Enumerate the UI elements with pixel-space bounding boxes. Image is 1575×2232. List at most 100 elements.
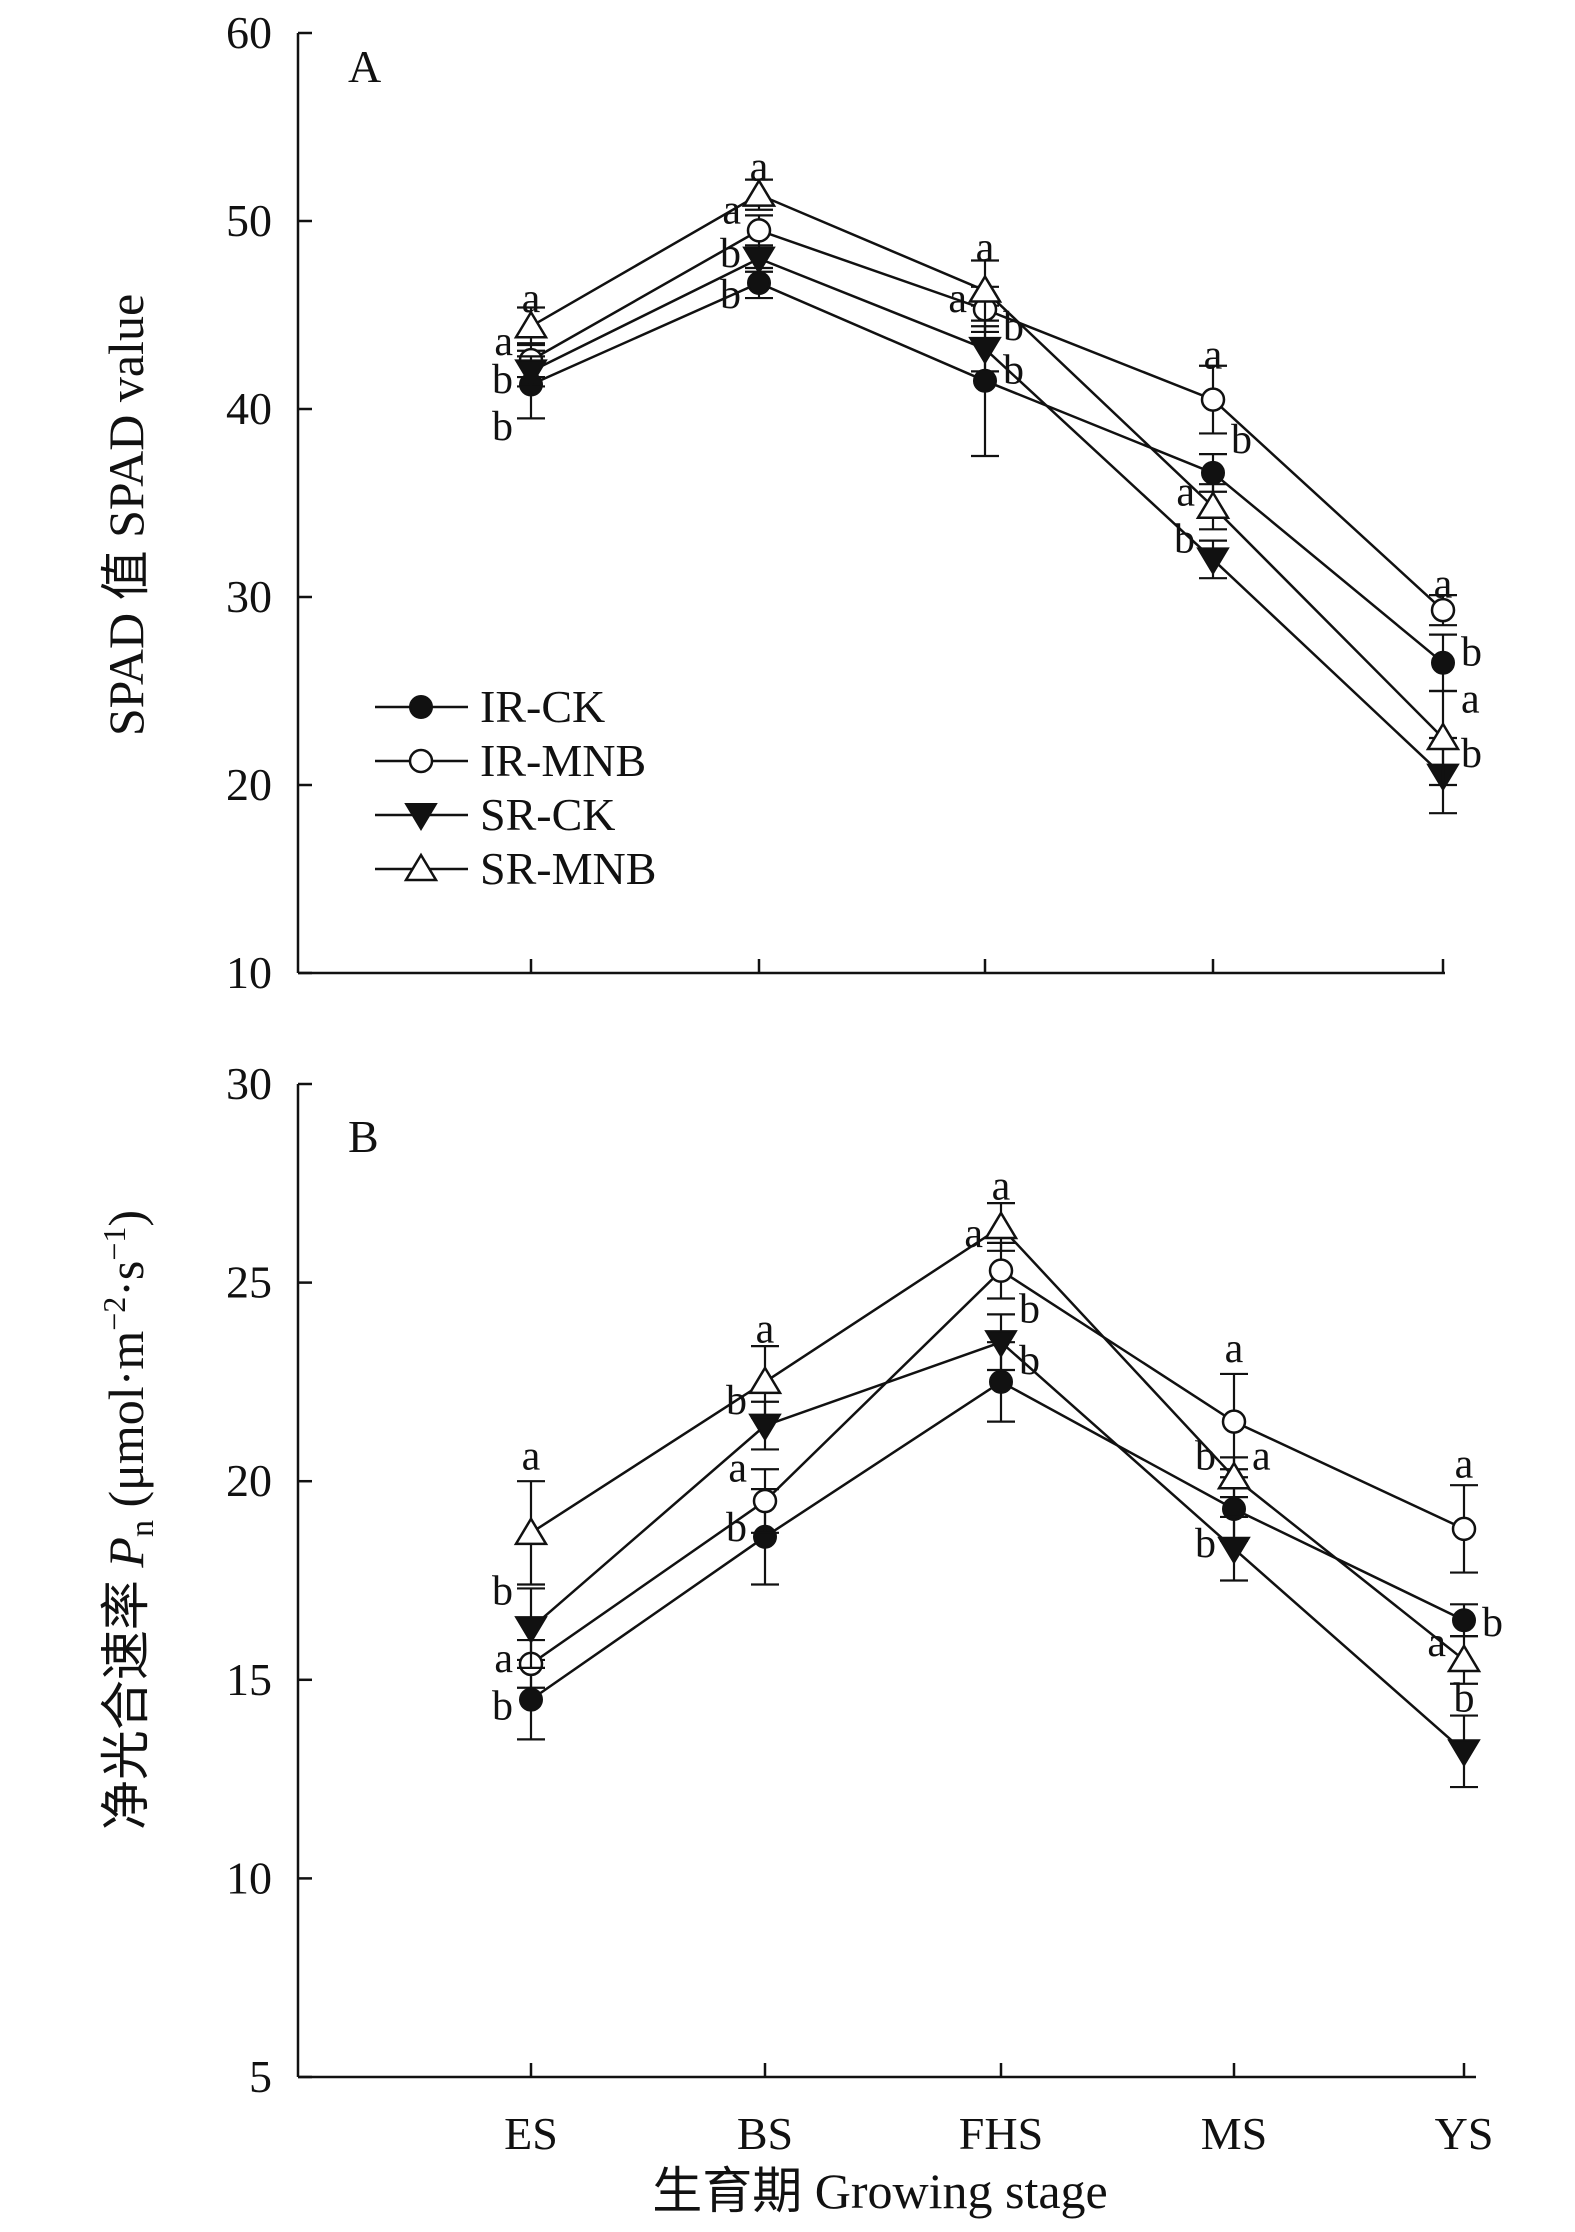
panel-b-series-line-sr-ck: [530, 1340, 1465, 1753]
panel-a-point-ir-ck: [973, 368, 997, 393]
panel-a-sig-letter: b: [720, 231, 741, 277]
panel-a-sig-letter: a: [948, 276, 967, 322]
panel-a-series-ir-mnb: [517, 214, 1457, 627]
panel-b-y-tick-label: 10: [226, 1852, 272, 1903]
panel-a-series-line-sr-mnb: [530, 193, 1444, 739]
panel-a-series-layer: [513, 178, 1461, 815]
panel-b-y-title-unit-pre: (μmol·m: [98, 1331, 154, 1520]
panel-a-y-tick-label: 10: [226, 947, 272, 998]
panel-a-point-sr-ck: [1196, 547, 1230, 576]
panel-a-label: A: [348, 41, 381, 92]
panel-a-y-axis-title: SPAD 值 SPAD value: [98, 294, 154, 736]
panel-b-point-sr-mnb: [513, 1516, 549, 1546]
panel-a-sig-letter: a: [1461, 676, 1480, 722]
legend-label: IR-MNB: [480, 735, 646, 786]
panel-a-series-sr-ck: [514, 244, 1460, 815]
x-tick-label-ys: YS: [1435, 2108, 1494, 2159]
legend-item-sr-mnb: SR-MNB: [375, 843, 656, 894]
panel-b-y-axis-title: 净光合速率 Pn (μmol·m−2·s−1): [96, 1210, 161, 1830]
panel-a-y-tick-label: 40: [226, 383, 272, 434]
panel-a-point-sr-mnb: [741, 178, 777, 207]
panel-b: B 净光合速率 Pn (μmol·m−2·s−1) 5 10 15 20 25 30 ES B…: [96, 1058, 1503, 2219]
panel-a-y-tick-label: 60: [226, 7, 272, 58]
panel-a-series-ir-ck: [517, 266, 1457, 693]
panel-b-point-ir-ck: [989, 1369, 1013, 1394]
panel-a-sig-letter: b: [1003, 304, 1024, 350]
panel-b-point-ir-mnb: [988, 1258, 1014, 1283]
panel-b-point-sr-mnb: [1446, 1643, 1482, 1673]
panel-a-y-tick-label: 20: [226, 759, 272, 810]
legend-marker-sr-mnb: [403, 852, 439, 882]
panel-a-point-ir-ck: [747, 271, 771, 296]
panel-b-series-sr-mnb: [513, 1202, 1482, 1685]
panel-b-series-line-sr-mnb: [530, 1225, 1465, 1661]
panel-b-series-ir-ck: [517, 1341, 1478, 1741]
legend-label: IR-CK: [480, 681, 605, 732]
panel-a-series-line-sr-ck: [530, 257, 1444, 777]
panel-b-sig-letter: b: [1019, 1286, 1040, 1332]
panel-a-sig-letter: a: [750, 144, 769, 190]
panel-b-point-sr-mnb: [747, 1365, 783, 1395]
panel-b-y-title-sub: n: [124, 1520, 161, 1537]
panel-a-point-sr-ck: [514, 359, 548, 388]
panel-a-sig-letter: b: [492, 404, 513, 450]
panel-b-y-tick-label: 30: [226, 1058, 272, 1109]
x-tick-label-ms: MS: [1201, 2108, 1267, 2159]
x-tick-label-es: ES: [504, 2108, 558, 2159]
legend-item-ir-ck: IR-CK: [375, 681, 605, 732]
legend-label: SR-MNB: [480, 843, 656, 894]
panel-b-sig-letter: b: [1195, 1433, 1216, 1479]
panel-b-sig-letter: b: [492, 1684, 513, 1730]
legend-marker-ir-ck: [409, 695, 433, 719]
panel-b-y-tick-label: 5: [249, 2051, 272, 2102]
x-tick-label-bs: BS: [737, 2108, 793, 2159]
x-tick-label-fhs: FHS: [959, 2108, 1043, 2159]
panel-b-point-sr-ck: [1217, 1536, 1251, 1565]
x-axis-title: 生育期 Growing stage: [652, 2163, 1108, 2219]
panel-b-sig-letter: a: [756, 1306, 775, 1352]
legend-item-sr-ck: SR-CK: [375, 789, 615, 840]
panel-b-series-ir-mnb: [517, 1241, 1478, 1689]
panel-a-axes: 10 20 30 40 50 60: [226, 7, 1445, 998]
panel-a-sig-letter: b: [720, 272, 741, 318]
panel-b-y-title-sup2: −1: [96, 1227, 132, 1261]
legend-label: SR-CK: [480, 789, 615, 840]
panel-a-sig-letter: a: [1204, 332, 1223, 378]
legend-item-ir-mnb: IR-MNB: [375, 735, 646, 786]
panel-b-sig-letter: a: [494, 1636, 513, 1682]
panel-b-point-ir-mnb: [1451, 1516, 1477, 1542]
panel-a-point-ir-ck: [1431, 650, 1455, 675]
panel-b-label: B: [348, 1111, 379, 1162]
panel-a-point-ir-mnb: [746, 218, 772, 243]
panel-b-sig-letter: a: [964, 1211, 983, 1257]
panel-b-sig-letter: b: [726, 1505, 747, 1551]
panel-b-sig-letter: a: [1427, 1620, 1446, 1666]
panel-a-sig-letter: b: [1231, 417, 1252, 463]
panel-a-series-sr-mnb: [513, 178, 1461, 787]
panel-b-y-tick-label: 25: [226, 1257, 272, 1308]
panel-b-y-title-var: P: [98, 1537, 154, 1569]
panel-b-y-title-unit-mid: ·s: [98, 1261, 154, 1297]
panel-a-point-sr-ck: [968, 336, 1002, 365]
panel-b-y-title-main: 净光合速率: [98, 1568, 154, 1831]
panel-a-sig-letter: a: [976, 225, 995, 271]
panel-a-sig-letter: a: [1434, 562, 1453, 608]
panel-b-y-title-unit-post: ): [98, 1210, 154, 1227]
panel-b-point-ir-ck: [519, 1687, 543, 1712]
panel-b-y-tick-label: 15: [226, 1654, 272, 1705]
panel-b-point-ir-ck: [1452, 1608, 1476, 1633]
panel-b-sig-letter: b: [492, 1568, 513, 1614]
panel-b-point-sr-ck: [984, 1330, 1018, 1359]
panel-b-axes: 5 10 15 20 25 30 ES BS FHS MS YS: [226, 1058, 1493, 2159]
panel-b-sig-letter: a: [522, 1433, 541, 1479]
panel-b-point-ir-mnb: [1221, 1409, 1247, 1434]
panel-b-sig-letter: a: [728, 1445, 747, 1491]
panel-a-sig-letter: a: [722, 188, 741, 234]
panel-a-sig-letter: b: [1003, 347, 1024, 393]
panel-a-sig-letter: a: [494, 319, 513, 365]
legend-marker-sr-ck: [404, 803, 438, 831]
panel-a-point-ir-mnb: [1430, 597, 1456, 623]
